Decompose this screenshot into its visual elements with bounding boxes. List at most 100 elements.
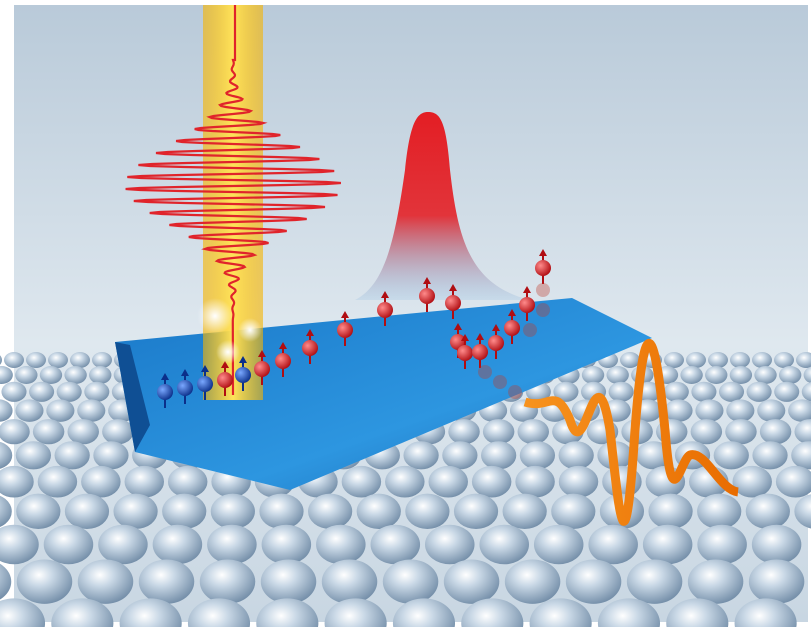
atom	[752, 441, 787, 469]
atom	[1, 382, 26, 402]
atom	[730, 352, 750, 368]
atom	[714, 441, 749, 469]
atom	[153, 525, 203, 565]
atom	[385, 466, 424, 498]
atom	[44, 525, 94, 565]
atom	[0, 559, 11, 603]
atom	[551, 494, 595, 529]
atom	[454, 494, 498, 529]
atom	[481, 441, 516, 469]
spin-ghost	[508, 385, 522, 399]
atom	[479, 525, 529, 565]
spin	[217, 372, 233, 388]
atom	[774, 382, 799, 402]
atom	[566, 559, 621, 603]
atom	[534, 525, 584, 565]
atom	[15, 399, 43, 421]
spin	[235, 367, 251, 383]
spin-ghost	[536, 283, 550, 297]
atom	[664, 352, 684, 368]
spin	[445, 295, 461, 311]
atom	[4, 352, 24, 368]
spin	[197, 376, 213, 392]
flare	[197, 298, 233, 334]
atom	[749, 559, 804, 603]
atom	[425, 525, 475, 565]
atom	[697, 494, 741, 529]
spin	[419, 288, 435, 304]
atom	[168, 466, 207, 498]
atom	[732, 466, 771, 498]
atom	[0, 352, 2, 368]
spin-ghost	[536, 303, 550, 317]
atom	[38, 466, 77, 498]
spin	[275, 353, 291, 369]
atom	[64, 366, 86, 384]
spin-ghost	[523, 323, 537, 337]
atom	[747, 382, 772, 402]
spin-ghost	[478, 365, 492, 379]
atom	[559, 441, 594, 469]
atom	[342, 466, 381, 498]
atom	[98, 525, 148, 565]
spin	[254, 361, 270, 377]
atom	[200, 559, 255, 603]
atom	[16, 441, 51, 469]
atom	[125, 466, 164, 498]
atom	[322, 559, 377, 603]
atom	[0, 366, 13, 384]
atom	[259, 494, 303, 529]
atom	[688, 559, 743, 603]
spin	[472, 344, 488, 360]
atom	[78, 559, 133, 603]
atom	[779, 366, 801, 384]
atom	[695, 399, 723, 421]
atom	[691, 419, 722, 444]
atom	[93, 441, 128, 469]
atom	[371, 525, 421, 565]
atom	[648, 494, 692, 529]
spin	[488, 335, 504, 351]
atom	[730, 366, 752, 384]
atom	[448, 419, 479, 444]
spin	[177, 380, 193, 396]
atom	[92, 352, 112, 368]
atom	[405, 494, 449, 529]
atom	[606, 366, 628, 384]
atom	[29, 382, 54, 402]
atom	[40, 366, 62, 384]
atom	[67, 419, 98, 444]
atom	[357, 494, 401, 529]
atom	[664, 382, 689, 402]
atom	[65, 494, 109, 529]
atom	[708, 352, 728, 368]
atom	[55, 441, 90, 469]
atom	[383, 559, 438, 603]
atom	[113, 494, 157, 529]
spin	[519, 297, 535, 313]
atom	[754, 366, 776, 384]
atom	[162, 494, 206, 529]
atom	[719, 382, 744, 402]
atom	[643, 525, 693, 565]
atom	[15, 366, 37, 384]
atom	[70, 352, 90, 368]
spin	[337, 322, 353, 338]
atom	[26, 352, 46, 368]
atom	[89, 366, 111, 384]
atom	[505, 559, 560, 603]
atom	[483, 419, 514, 444]
atom	[442, 441, 477, 469]
atom	[403, 441, 438, 469]
atom	[84, 382, 109, 402]
illustration	[0, 0, 811, 627]
atom	[0, 494, 12, 529]
atom	[444, 559, 499, 603]
atom	[686, 352, 706, 368]
spin	[302, 340, 318, 356]
atom	[261, 559, 316, 603]
spin-ghost	[493, 375, 507, 389]
atom	[503, 494, 547, 529]
atom	[620, 352, 640, 368]
atom	[316, 525, 366, 565]
